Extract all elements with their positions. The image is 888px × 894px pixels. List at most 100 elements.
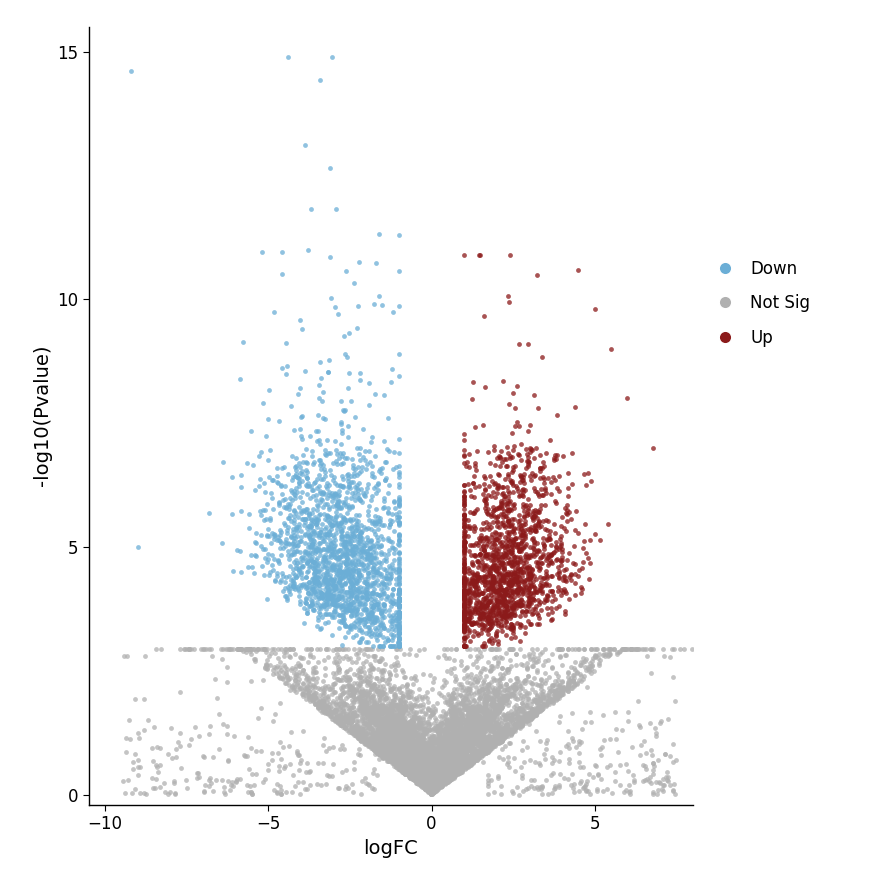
Point xyxy=(401,735,416,749)
Point xyxy=(447,725,461,739)
Point xyxy=(392,719,407,733)
Point xyxy=(311,681,325,696)
Point xyxy=(416,767,431,781)
Point xyxy=(377,717,392,731)
Point xyxy=(285,473,299,487)
Point xyxy=(382,733,396,747)
Point xyxy=(465,724,480,738)
Point xyxy=(380,721,394,735)
Point xyxy=(449,744,464,758)
Point xyxy=(390,738,404,752)
Point xyxy=(373,712,387,726)
Point xyxy=(436,749,450,763)
Point xyxy=(392,750,406,764)
Point xyxy=(464,734,478,748)
Point xyxy=(442,765,456,780)
Point xyxy=(614,641,629,655)
Point xyxy=(436,749,450,763)
Point xyxy=(382,755,396,769)
Point xyxy=(489,564,503,578)
Point xyxy=(300,556,314,570)
Point xyxy=(447,749,461,763)
Point xyxy=(327,597,341,611)
Point xyxy=(398,766,412,780)
Point xyxy=(428,772,442,786)
Point xyxy=(402,734,416,748)
Point xyxy=(451,732,465,746)
Point xyxy=(408,751,423,765)
Point xyxy=(413,772,427,787)
Point xyxy=(310,573,324,587)
Point xyxy=(428,765,442,780)
Point xyxy=(345,720,359,734)
Point xyxy=(182,641,196,655)
Point xyxy=(424,779,439,793)
Point xyxy=(476,724,490,738)
Point xyxy=(422,767,436,781)
Point xyxy=(361,551,375,565)
Point xyxy=(466,726,480,740)
Point xyxy=(388,713,402,728)
Point xyxy=(412,754,426,768)
Point xyxy=(417,776,432,790)
Point xyxy=(429,765,443,780)
Point xyxy=(418,755,432,769)
Point xyxy=(431,778,445,792)
Point xyxy=(364,435,378,450)
Point xyxy=(362,707,377,721)
Point xyxy=(404,713,418,728)
Point xyxy=(447,720,461,734)
Point xyxy=(443,758,457,772)
Point xyxy=(461,717,475,731)
Point xyxy=(289,670,303,684)
Point xyxy=(492,701,506,715)
Point xyxy=(392,693,407,707)
Point xyxy=(333,543,347,557)
Point xyxy=(447,761,461,775)
Point xyxy=(502,577,516,591)
Point xyxy=(462,576,476,590)
Point xyxy=(353,477,367,491)
Point xyxy=(401,750,416,764)
Point xyxy=(365,604,379,619)
Point xyxy=(433,763,448,778)
Point xyxy=(491,734,505,748)
Point xyxy=(420,779,434,793)
Point xyxy=(398,765,412,780)
Point xyxy=(405,758,419,772)
Point xyxy=(432,773,446,788)
Point xyxy=(408,763,423,777)
Point xyxy=(503,537,517,552)
Point xyxy=(337,605,351,620)
Point xyxy=(424,783,438,797)
Point xyxy=(273,540,287,554)
Point xyxy=(424,763,438,778)
Point xyxy=(506,586,520,601)
Point xyxy=(396,720,410,734)
Point xyxy=(417,772,432,786)
Point xyxy=(321,500,336,514)
Point xyxy=(421,771,435,785)
Point xyxy=(395,725,409,739)
Point xyxy=(395,750,409,764)
Point xyxy=(498,551,512,565)
Point xyxy=(376,713,390,727)
Point xyxy=(365,514,379,528)
Point xyxy=(444,771,458,785)
Point xyxy=(329,647,344,662)
Point xyxy=(355,686,369,700)
Point xyxy=(400,752,414,766)
Point xyxy=(462,730,476,745)
Point xyxy=(374,738,388,753)
Point xyxy=(496,568,510,582)
Point xyxy=(440,739,454,754)
Point xyxy=(423,776,437,790)
Point xyxy=(408,761,423,775)
Point xyxy=(450,737,464,751)
Point xyxy=(444,666,458,680)
Point xyxy=(290,580,305,595)
Point xyxy=(377,711,391,725)
Point xyxy=(432,766,447,780)
Point xyxy=(306,684,321,698)
Point xyxy=(340,539,354,553)
